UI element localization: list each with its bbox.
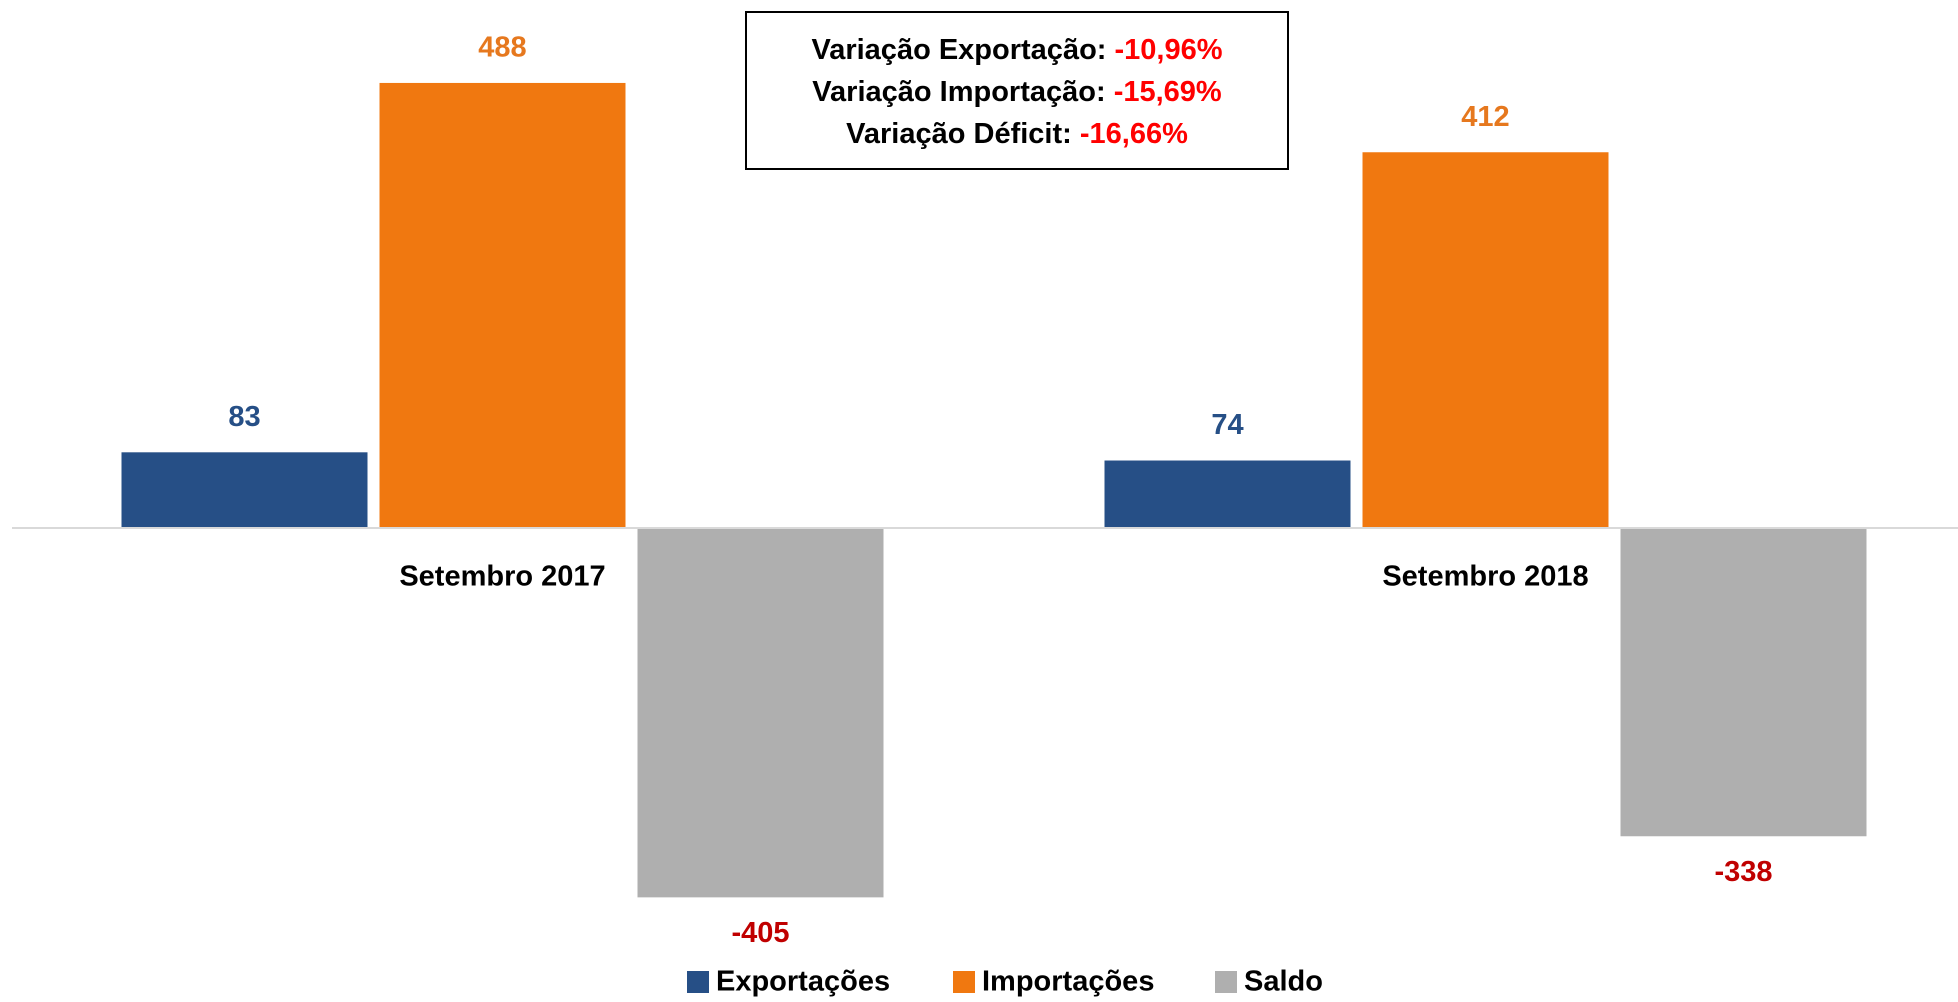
annotation-label: Variação Déficit: <box>846 118 1072 150</box>
bar <box>1104 460 1351 528</box>
legend-label: Saldo <box>1244 966 1323 998</box>
annotation: Variação Exportação: -10,96% <box>811 34 1222 66</box>
legend-label: Exportações <box>716 966 890 998</box>
data-label: 83 <box>228 401 260 433</box>
data-label: 412 <box>1461 101 1509 133</box>
legend-swatch <box>1215 971 1237 993</box>
x-tick-label: Setembro 2018 <box>1382 561 1588 593</box>
legend-swatch <box>687 971 709 993</box>
annotation-value: -10,96% <box>1115 34 1223 66</box>
bar <box>637 528 884 898</box>
annotation-box <box>745 11 1289 170</box>
annotation: Variação Déficit: -16,66% <box>846 118 1188 150</box>
legend-label: Importações <box>982 966 1154 998</box>
legend-swatch <box>953 971 975 993</box>
annotation-value: -15,69% <box>1114 76 1222 108</box>
bar <box>1362 152 1609 529</box>
bar <box>121 452 368 528</box>
annotation-label: Variação Exportação: <box>811 34 1106 66</box>
bar <box>1620 528 1867 837</box>
data-label: 74 <box>1211 409 1243 441</box>
bar <box>379 82 626 528</box>
data-label: -405 <box>731 917 789 949</box>
x-tick-label: Setembro 2017 <box>399 561 605 593</box>
annotation-value: -16,66% <box>1080 118 1188 150</box>
annotation-label: Variação Importação: <box>812 76 1105 108</box>
data-label: -338 <box>1714 856 1772 888</box>
data-label: 488 <box>478 32 526 64</box>
annotation: Variação Importação: -15,69% <box>812 76 1222 108</box>
